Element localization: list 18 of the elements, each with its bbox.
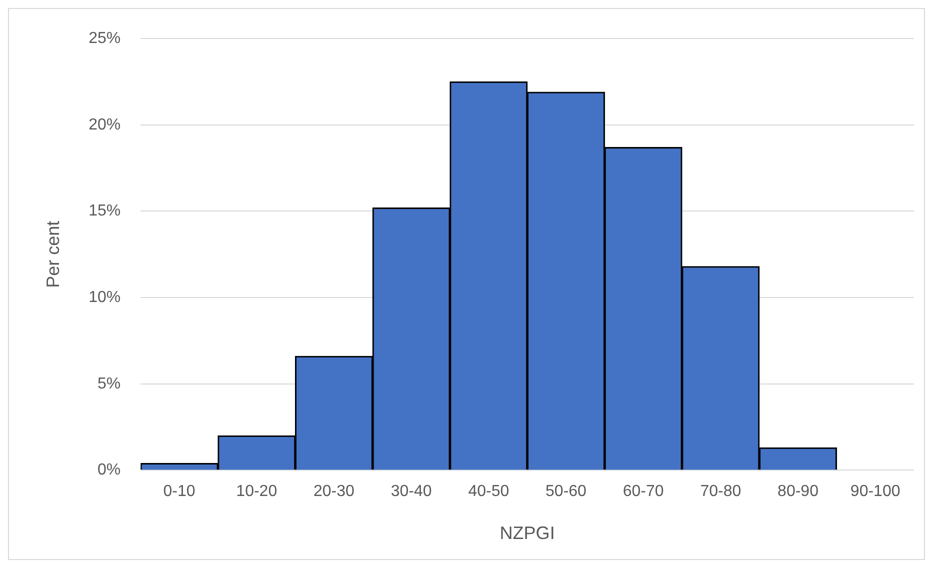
y-tick-label: 5%	[98, 375, 121, 392]
x-tick-label: 30-40	[390, 483, 432, 500]
y-tick-label: 25%	[88, 30, 121, 48]
x-tick-label: 60-70	[622, 483, 664, 500]
x-tick-label: 90-100	[850, 483, 900, 500]
x-tick-label: 50-60	[546, 483, 587, 500]
x-tick-label: 0-10	[163, 483, 196, 500]
x-tick-label: 10-20	[236, 483, 278, 500]
y-tick-label: 20%	[88, 116, 121, 134]
x-axis-title: NZPGI	[500, 523, 555, 544]
x-tick-label: 40-50	[468, 483, 510, 500]
y-axis-title: Per cent	[42, 220, 63, 288]
x-tick-label: 20-30	[314, 483, 355, 500]
x-tick-label: 70-80	[700, 483, 742, 500]
y-tick-label: 0%	[98, 462, 121, 479]
x-tick-label: 80-90	[778, 483, 819, 500]
y-tick-label: 15%	[88, 202, 121, 220]
y-tick-label: 10%	[88, 288, 121, 306]
